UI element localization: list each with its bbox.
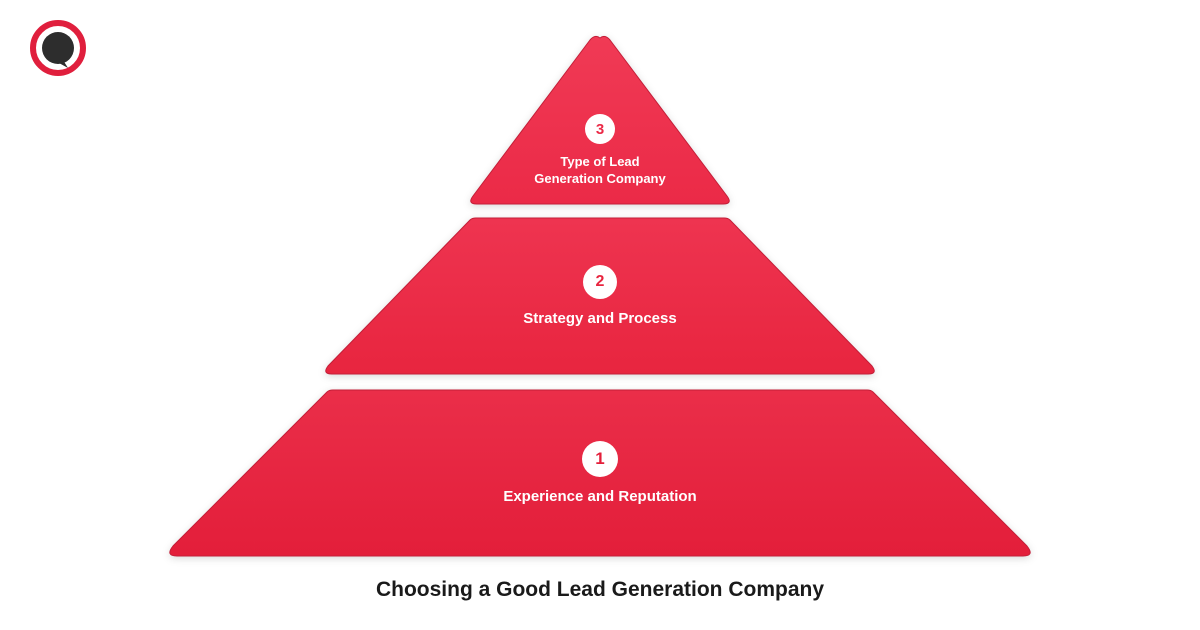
tier-badge: 2 xyxy=(583,265,617,299)
pyramid-tier-bottom: 1 Experience and Reputation xyxy=(165,388,1035,560)
tier-number: 1 xyxy=(595,449,604,469)
tier-number: 2 xyxy=(596,273,605,291)
pyramid-tier-middle: 2 Strategy and Process xyxy=(320,216,880,378)
diagram-caption: Choosing a Good Lead Generation Company xyxy=(0,578,1200,602)
tier-label: Type of Lead Generation Company xyxy=(534,154,665,188)
tier-number: 3 xyxy=(596,121,604,138)
pyramid-tier-top: 3 Type of Lead Generation Company xyxy=(465,30,735,206)
pyramid-diagram: 3 Type of Lead Generation Company 2 Stra… xyxy=(140,30,1060,550)
company-logo-icon xyxy=(30,20,86,76)
tier-badge: 3 xyxy=(585,114,615,144)
tier-label: Strategy and Process xyxy=(523,309,676,329)
tier-label: Experience and Reputation xyxy=(503,487,696,507)
tier-badge: 1 xyxy=(582,441,618,477)
